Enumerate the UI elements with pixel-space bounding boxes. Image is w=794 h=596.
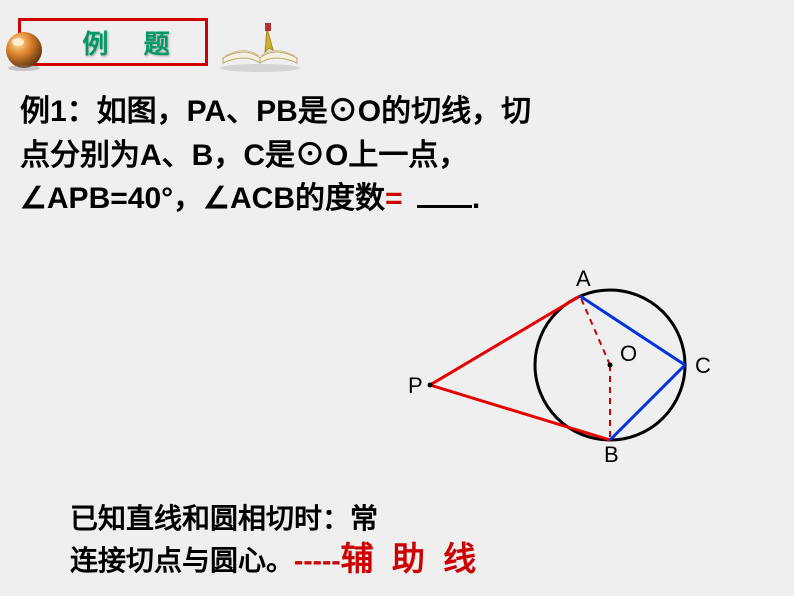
equals-sign: = xyxy=(385,182,403,215)
hint-line2-prefix: 连接切点与圆心。 xyxy=(70,545,294,576)
svg-text:A: A xyxy=(576,266,591,291)
problem-line1: 例1：如图，PA、PB是⊙O的切线，切 xyxy=(20,90,770,134)
svg-text:O: O xyxy=(620,341,637,366)
answer-blank xyxy=(417,205,472,208)
svg-text:B: B xyxy=(604,442,619,467)
problem-line3: ∠APB=40°，∠ACB的度数= . xyxy=(20,177,770,221)
hint-line1: 已知直线和圆相切时：常 xyxy=(70,500,481,538)
problem-line3-prefix: ∠APB=40°，∠ACB的度数 xyxy=(20,182,385,215)
problem-suffix: . xyxy=(472,182,480,215)
hint-line2: 连接切点与圆心。-----辅 助 线 xyxy=(70,538,481,583)
hint-text: 已知直线和圆相切时：常 连接切点与圆心。-----辅 助 线 xyxy=(70,500,481,582)
aux-text: 辅 助 线 xyxy=(341,542,482,578)
problem-text: 例1：如图，PA、PB是⊙O的切线，切 点分别为A、B，C是⊙O上一点， ∠AP… xyxy=(20,90,770,221)
book-decoration xyxy=(215,18,305,73)
svg-text:C: C xyxy=(695,353,711,378)
aux-dashes: ----- xyxy=(294,545,341,576)
svg-text:P: P xyxy=(408,373,423,398)
orb-decoration xyxy=(2,28,46,72)
geometry-diagram: P A B C O xyxy=(400,255,740,475)
header-box: 例 题 xyxy=(18,18,208,66)
problem-line2: 点分别为A、B，C是⊙O上一点， xyxy=(20,134,770,178)
header-label: 例 题 xyxy=(42,24,183,61)
